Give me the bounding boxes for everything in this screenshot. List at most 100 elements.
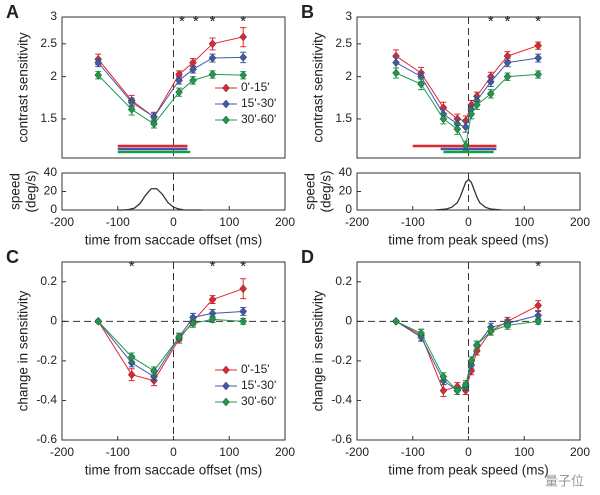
series-line (395, 320, 539, 392)
x-tick-label: 100 (514, 215, 534, 229)
legend-label: 30'-60' (241, 394, 276, 408)
y-tick-label: -0.4 (36, 393, 57, 407)
x-tick-label: 0 (465, 445, 472, 459)
significance-star: * (240, 13, 246, 30)
data-point (467, 109, 476, 119)
panel: -0.6 -0.4 -0.2 0 0.2 -200 -100 0 100 200 time from… (6, 247, 295, 478)
data-point (239, 316, 248, 326)
data-point (127, 105, 136, 114)
y-tick-label: 3 (50, 9, 57, 23)
series-line (395, 72, 539, 148)
data-point (392, 68, 400, 78)
y-axis-label: (deg/s) (319, 170, 334, 212)
y-tick-label: 2.5 (40, 36, 57, 50)
data-point (175, 87, 183, 97)
data-point (189, 75, 197, 85)
panel: 0 20 40 -200 -100 0 100 200 time from peak speed… (303, 165, 591, 247)
data-point (534, 316, 543, 326)
panel: -0.6 -0.4 -0.2 0 0.2 -200 -100 0 100 200 time from… (301, 247, 590, 478)
y-axis-label: contrast sensitivity (311, 32, 326, 143)
y-tick-label: 40 (44, 165, 58, 179)
legend-label: 0'-15' (241, 80, 270, 94)
data-point (467, 356, 476, 366)
y-tick-label: 0 (50, 202, 57, 216)
series-line (97, 73, 244, 125)
y-tick-label: 20 (339, 184, 353, 198)
y-tick-label: 40 (339, 165, 353, 179)
data-point (486, 77, 495, 87)
data-point (417, 79, 425, 89)
x-tick-label: -200 (50, 445, 74, 459)
x-tick-label: 200 (275, 215, 295, 229)
y-tick-label: -0.2 (36, 353, 57, 367)
y-axis-label: contrast sensitivity (16, 32, 31, 143)
legend-label: 15'-30' (241, 96, 276, 110)
y-axis-label: speed (303, 173, 318, 210)
data-point (503, 320, 512, 330)
y-tick-label: -0.4 (331, 393, 352, 407)
legend-marker (222, 381, 230, 391)
data-point (461, 141, 470, 151)
significance-star: * (505, 13, 511, 30)
data-point (503, 72, 512, 82)
data-point (208, 314, 217, 324)
y-tick-label: 2 (50, 69, 57, 83)
data-point (208, 53, 217, 63)
legend-marker (222, 397, 230, 407)
data-point (417, 328, 425, 338)
series-line (395, 57, 539, 128)
data-point (208, 295, 217, 304)
x-tick-label: -100 (106, 215, 130, 229)
y-tick-label: -0.2 (331, 353, 352, 367)
data-point (473, 340, 481, 350)
legend-marker (222, 99, 230, 109)
data-point (239, 284, 248, 294)
significance-star: * (240, 258, 246, 275)
x-tick-label: 100 (219, 215, 239, 229)
y-tick-label: 20 (44, 184, 58, 198)
data-point (453, 386, 462, 395)
x-tick-label: -200 (345, 215, 369, 229)
x-tick-label: 100 (514, 445, 534, 459)
y-tick-label: 0 (50, 314, 57, 328)
panel-label: D (301, 247, 314, 267)
data-point (150, 119, 158, 129)
data-point (127, 352, 136, 362)
y-axis-label: (deg/s) (24, 170, 39, 212)
data-point (439, 114, 448, 124)
data-point (150, 366, 158, 376)
data-point (453, 124, 462, 134)
significance-star: * (535, 258, 541, 275)
y-tick-label: 0.2 (40, 274, 57, 288)
x-tick-label: 200 (570, 445, 590, 459)
series-line (395, 314, 539, 392)
x-tick-label: -100 (106, 445, 130, 459)
panel: 1.5 2 2.5 3 contrast sensitivity A * * * * 0'-15' 1… (6, 2, 286, 159)
significance-star: * (179, 13, 185, 30)
y-axis-label: change in sensitivity (16, 290, 31, 411)
x-axis-label: time from peak speed (ms) (388, 233, 549, 248)
data-point (392, 58, 400, 67)
y-axis-label: change in sensitivity (311, 290, 326, 411)
series-line (97, 318, 244, 372)
y-tick-label: 0 (345, 202, 352, 216)
significance-star: * (535, 13, 541, 30)
data-point (486, 89, 495, 99)
x-axis-label: time from saccade offset (ms) (85, 233, 263, 248)
significance-star: * (210, 13, 216, 30)
data-point (175, 332, 183, 342)
legend-label: 15'-30' (241, 378, 276, 392)
data-point (94, 316, 103, 326)
series-line (117, 188, 202, 211)
x-tick-label: -200 (50, 215, 74, 229)
data-point (175, 75, 183, 85)
significance-star: * (488, 13, 494, 30)
x-tick-label: -100 (401, 445, 425, 459)
data-point (127, 370, 136, 380)
x-tick-label: 0 (170, 215, 177, 229)
y-axis-label: speed (8, 173, 23, 210)
data-point (392, 316, 400, 326)
x-tick-label: 200 (275, 445, 295, 459)
significance-star: * (193, 13, 199, 30)
y-tick-label: -0.6 (36, 432, 57, 446)
